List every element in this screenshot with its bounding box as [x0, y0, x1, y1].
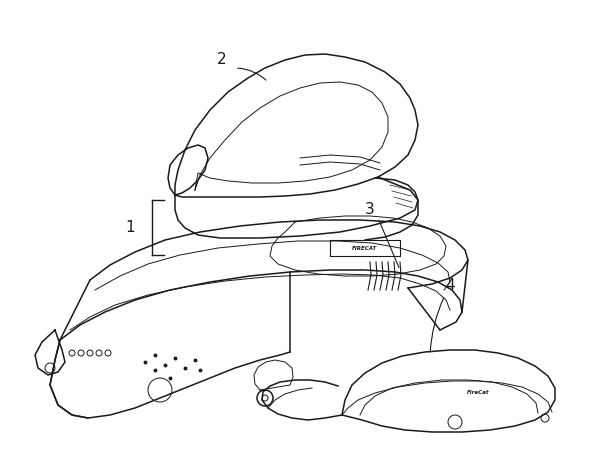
Polygon shape — [168, 145, 208, 195]
Polygon shape — [254, 360, 293, 390]
Text: FIRECAT: FIRECAT — [352, 246, 378, 250]
Polygon shape — [342, 350, 555, 432]
Text: 1: 1 — [125, 220, 135, 236]
Polygon shape — [175, 54, 418, 197]
Text: 3: 3 — [365, 202, 375, 218]
Text: FireCat: FireCat — [467, 390, 490, 396]
Text: 2: 2 — [217, 53, 227, 67]
Polygon shape — [270, 216, 446, 276]
Text: 4: 4 — [445, 277, 455, 293]
Polygon shape — [35, 330, 65, 375]
